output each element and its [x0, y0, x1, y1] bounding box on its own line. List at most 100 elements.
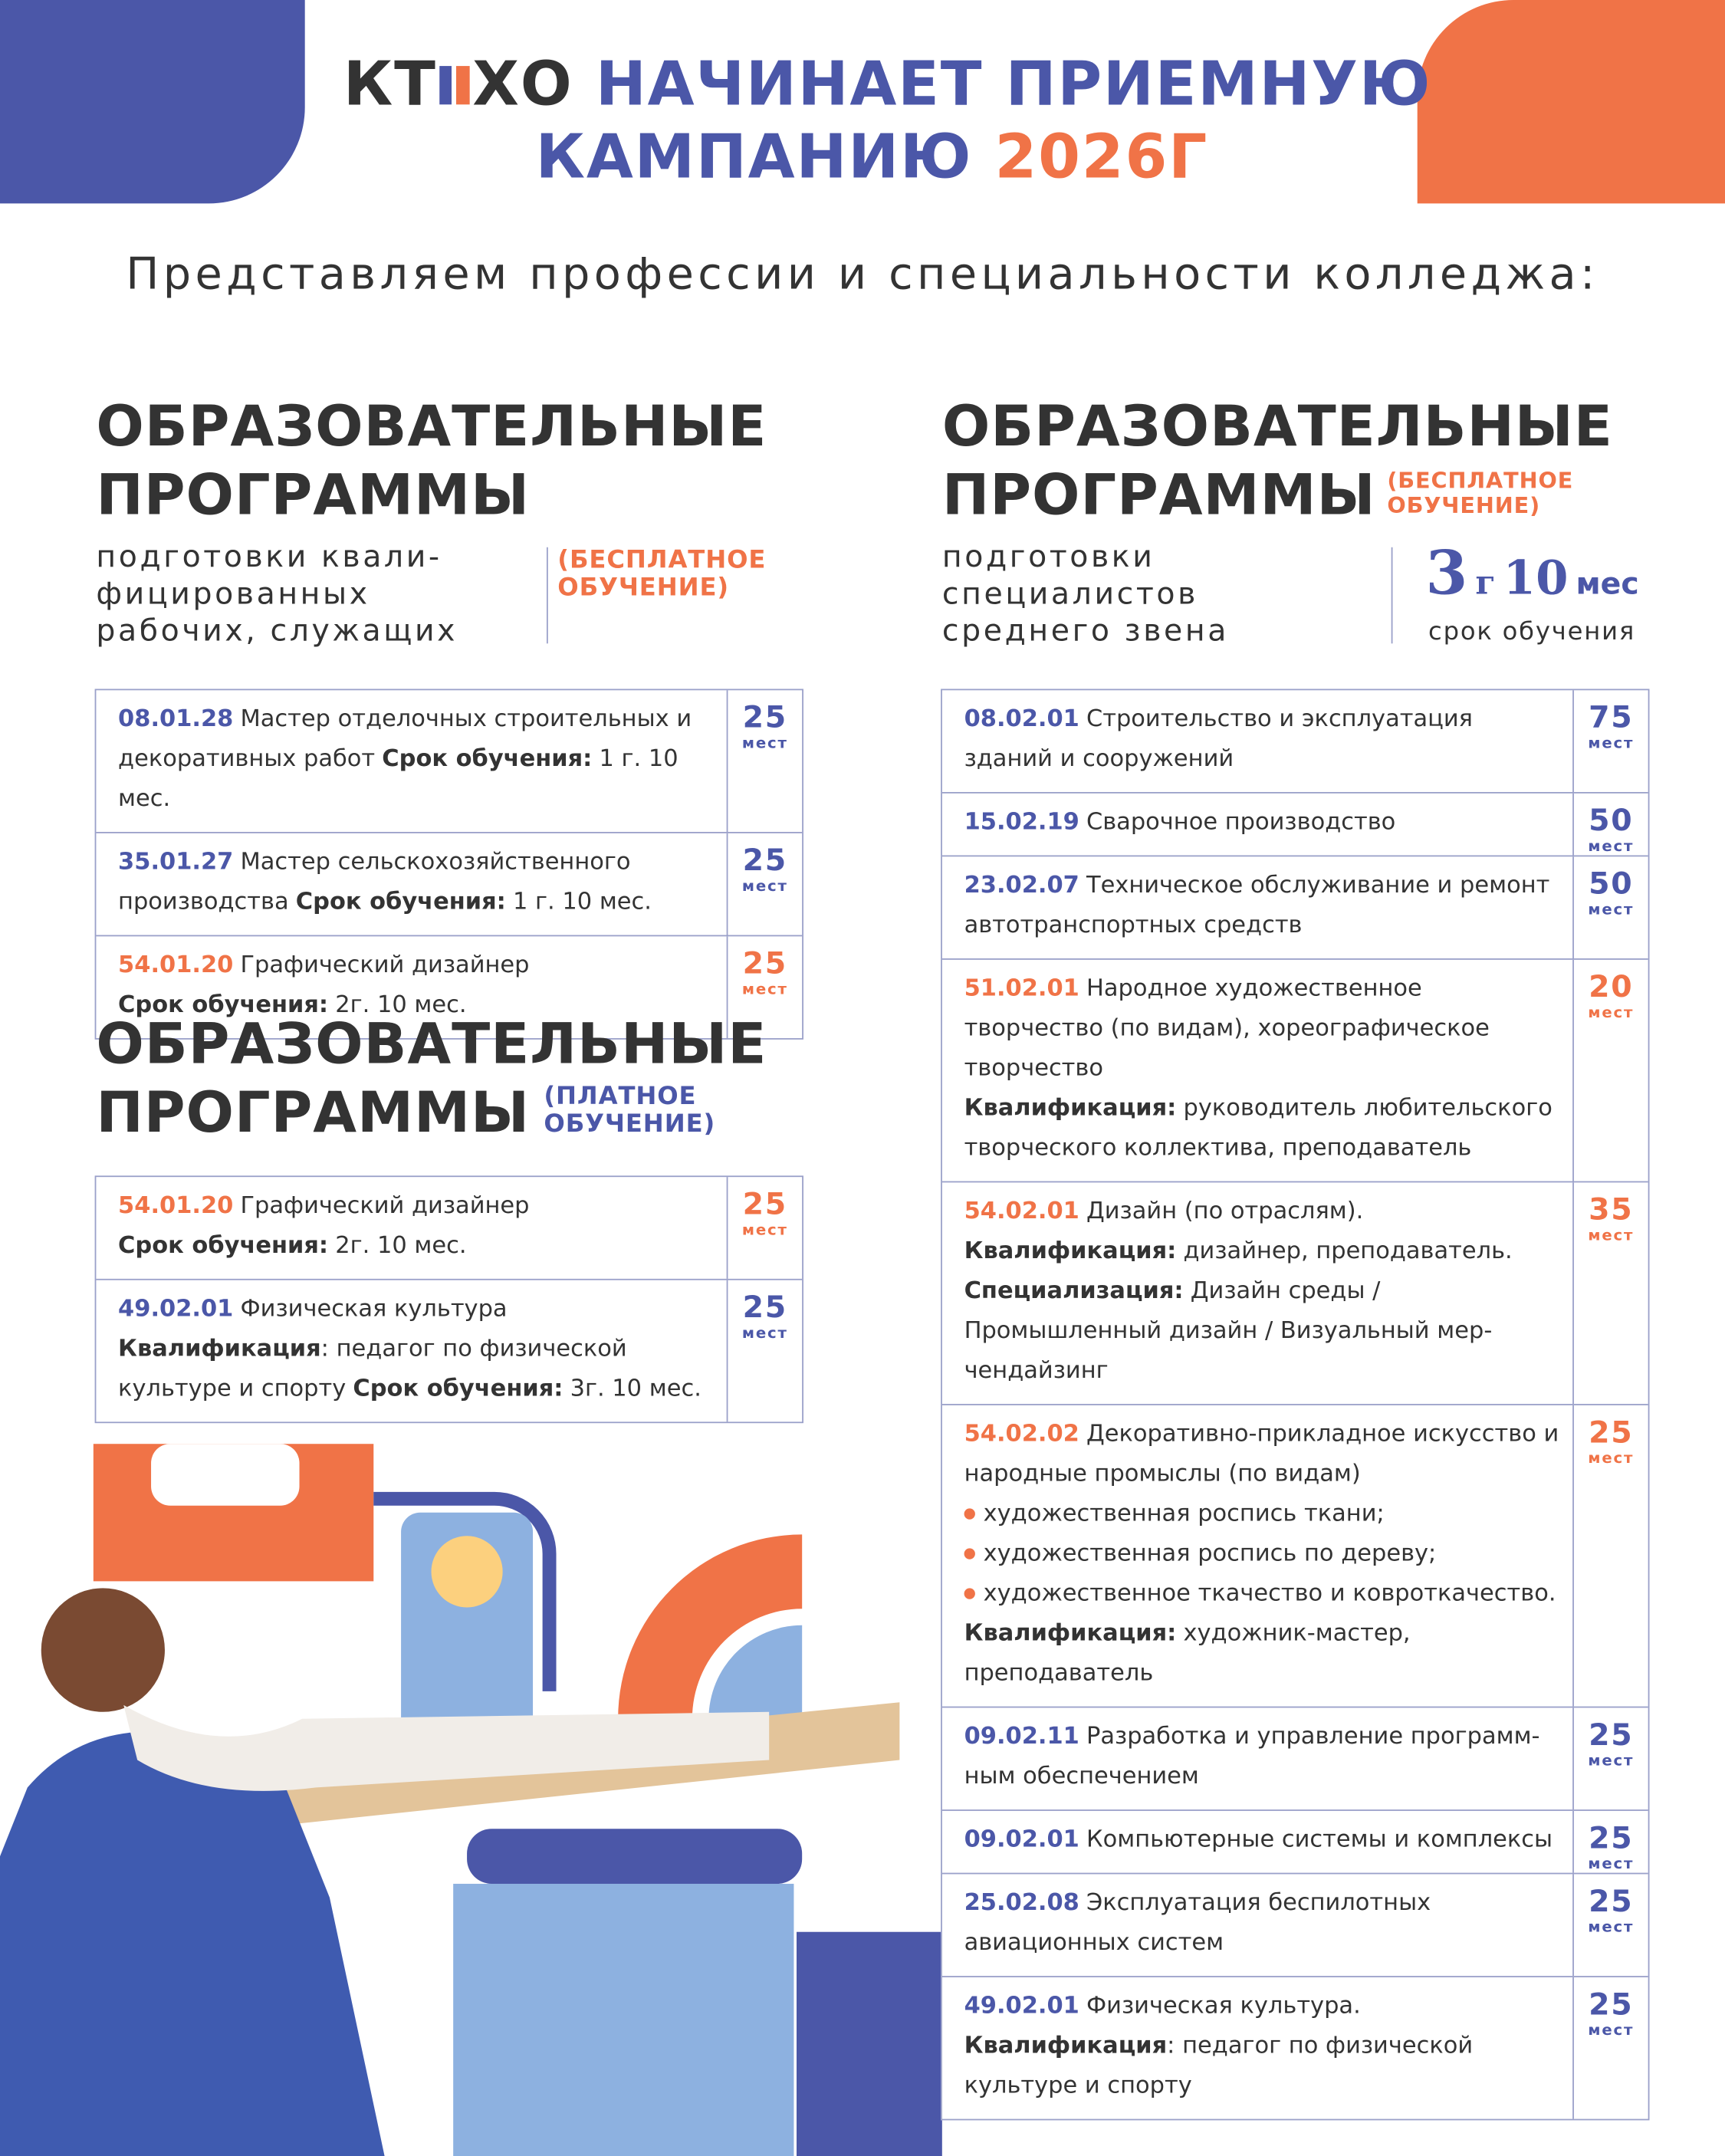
- logo-mark: [439, 66, 470, 105]
- seats: 25 мест: [726, 1177, 803, 1279]
- label: Срок обучения:: [118, 1231, 329, 1260]
- seats-number: 25: [742, 844, 788, 879]
- program-code: 54.02.01: [964, 1198, 1079, 1225]
- program-text: 08.01.28 Мастер отделочных строительных и…: [96, 690, 726, 832]
- program-row: 54.01.20 Графический дизайнер Срок обучени…: [96, 1177, 802, 1279]
- tag-line: (БЕСПЛАТНОЕ: [557, 545, 767, 575]
- program-name: художественная роспись ткани;: [983, 1500, 1385, 1528]
- seats-unit: мест: [1588, 734, 1635, 752]
- program-line: 51.02.01 Народное художественное творчест…: [964, 969, 1565, 1089]
- program-name: : педагог по физической культуре и спорт…: [964, 2032, 1474, 2100]
- label: Квалификация: [118, 1335, 321, 1363]
- program-name: Сварочное производство: [1086, 808, 1396, 836]
- program-row: 54.02.02 Декоративно-прикладное искусство…: [941, 1404, 1648, 1707]
- program-name: Графический дизайнер: [240, 951, 530, 979]
- seats: 25 мест: [1572, 1707, 1648, 1810]
- tag-line: ОБУЧЕНИЕ): [557, 573, 730, 603]
- program-code: 51.02.01: [964, 974, 1079, 1003]
- program-line: 35.01.27 Мастер сельскохозяйственного про…: [118, 843, 718, 922]
- decor-shape: [151, 1444, 300, 1506]
- divider: [546, 547, 548, 644]
- program-line: художественная роспись ткани;: [964, 1494, 1565, 1534]
- program-name: Мастер сельскохозяйственного производств…: [118, 848, 631, 916]
- seats-unit: мест: [1588, 2021, 1635, 2039]
- program-text: 51.02.01 Народное художественное творчест…: [942, 960, 1572, 1182]
- section-heading: ОБРАЗОВАТЕЛЬНЫЕ ПРОГРАММЫ: [942, 392, 1613, 529]
- tag-line: ОБУЧЕНИЕ): [1387, 492, 1541, 519]
- program-name: 1 г. 10 мес.: [118, 745, 678, 813]
- title: КАМПАНИЮ: [535, 122, 973, 193]
- seats-number: 75: [1589, 701, 1634, 736]
- program-row: 35.01.27 Мастер сельскохозяйственного про…: [96, 832, 803, 935]
- program-line: 54.01.20 Графический дизайнер: [118, 946, 718, 986]
- program-code: 54.01.20: [118, 951, 234, 979]
- program-name: 1 г. 10 мес.: [512, 888, 652, 916]
- subtitle-line: подготовки: [941, 540, 1155, 575]
- seats-unit: мест: [741, 877, 788, 896]
- program-line: Квалификация: руководитель любительского …: [964, 1089, 1565, 1168]
- seats: 50 мест: [1572, 856, 1648, 958]
- bullet: [964, 1548, 975, 1559]
- seats-number: 25: [1589, 1822, 1634, 1857]
- program-row: 54.01.20 Графический дизайнер Срок обучени…: [96, 935, 803, 1039]
- year: 2026Г: [994, 122, 1209, 193]
- program-name: Народное художественное творчество (по в…: [964, 974, 1490, 1083]
- program-text: 23.02.07 Техническое обслуживание и ремон…: [942, 856, 1572, 958]
- title: НАЧИНАЕТ ПРИЕМНУЮ: [595, 49, 1432, 120]
- seats-unit: мест: [741, 980, 788, 999]
- program-code: 25.02.08: [964, 1889, 1079, 1917]
- program-line: Квалификация: педагог по физической куль…: [118, 1329, 718, 1409]
- program-line: Квалификация: дизайнер, преподаватель.: [964, 1232, 1565, 1272]
- program-name: художник-мастер, преподаватель: [964, 1619, 1411, 1688]
- program-row: 25.02.08 Эксплуатация беспилотных авиацио…: [941, 1872, 1648, 1977]
- decor-shape: [618, 1534, 803, 1719]
- program-code: 09.02.01: [964, 1826, 1079, 1854]
- seats-number: 25: [742, 1291, 788, 1326]
- program-text: 49.02.01 Физическая культура. Квалификация…: [942, 1977, 1572, 2119]
- program-name: Техническое обслуживание и ремонт автотр…: [964, 872, 1550, 939]
- label: Квалификация: [964, 2032, 1168, 2060]
- program-line: 09.02.01 Компьютерные системы и комплексы: [964, 1820, 1565, 1860]
- program-code: 49.02.01: [964, 1992, 1079, 2020]
- program-line: 54.02.02 Декоративно-прикладное искусство…: [964, 1415, 1565, 1494]
- program-name: 2г. 10 мес.: [335, 991, 467, 1019]
- seats: 25 мест: [726, 690, 803, 833]
- program-name: Физическая культура: [240, 1295, 508, 1323]
- program-code: 54.01.20: [118, 1191, 234, 1220]
- label: Квалификация:: [964, 1619, 1177, 1648]
- seats-unit: мест: [741, 734, 788, 752]
- program-row: 54.02.01 Дизайн (по отраслям). Квалификаци…: [941, 1181, 1648, 1405]
- program-row: 08.02.01 Строительство и эксплуатация зда…: [942, 690, 1648, 792]
- corner-shape: [1417, 0, 1725, 204]
- decor-figure: [123, 1704, 770, 1791]
- seats-unit: мест: [1588, 1226, 1635, 1245]
- decor-shape: [797, 1931, 942, 2156]
- tag-line: (БЕСПЛАТНОЕ: [1387, 467, 1574, 494]
- duration-unit: г: [1475, 562, 1496, 603]
- program-text: 15.02.19 Сварочное производство: [942, 794, 1572, 856]
- seats-unit: мест: [1588, 837, 1635, 856]
- heading-line: ПРОГРАММЫ: [96, 1079, 530, 1145]
- program-line: 25.02.08 Эксплуатация беспилотных авиацио…: [964, 1884, 1565, 1964]
- decor-figure: [0, 1731, 385, 2156]
- decor-shape: [467, 1829, 803, 1884]
- program-name: Графический дизайнер: [240, 1191, 530, 1220]
- decor-figure: [41, 1588, 165, 1712]
- program-line: 23.02.07 Техническое обслуживание и ремон…: [964, 866, 1565, 946]
- duration-unit: мес: [1576, 567, 1639, 603]
- program-name: художественная роспись по дереву;: [983, 1540, 1437, 1568]
- program-name: Эксплуатация беспилотных авиационных сис…: [964, 1889, 1431, 1957]
- subtitle-line: специалистов: [941, 577, 1198, 613]
- program-name: Мастер отделочных строительных и декорат…: [118, 705, 692, 773]
- heading-line: ОБРАЗОВАТЕЛЬНЫЕ: [96, 1011, 767, 1077]
- subtitle-line: рабочих, служащих: [96, 614, 458, 649]
- decor: [0, 1444, 942, 2156]
- program-code: 08.02.01: [964, 705, 1079, 733]
- seats: 25 мест: [726, 936, 803, 1039]
- seats-number: 25: [742, 1188, 788, 1223]
- program-row: 09.02.11 Разработка и управление программ…: [941, 1706, 1648, 1810]
- seats: 75 мест: [1572, 690, 1648, 792]
- program-name: Строительство и эксплуатация зданий и со…: [964, 705, 1473, 773]
